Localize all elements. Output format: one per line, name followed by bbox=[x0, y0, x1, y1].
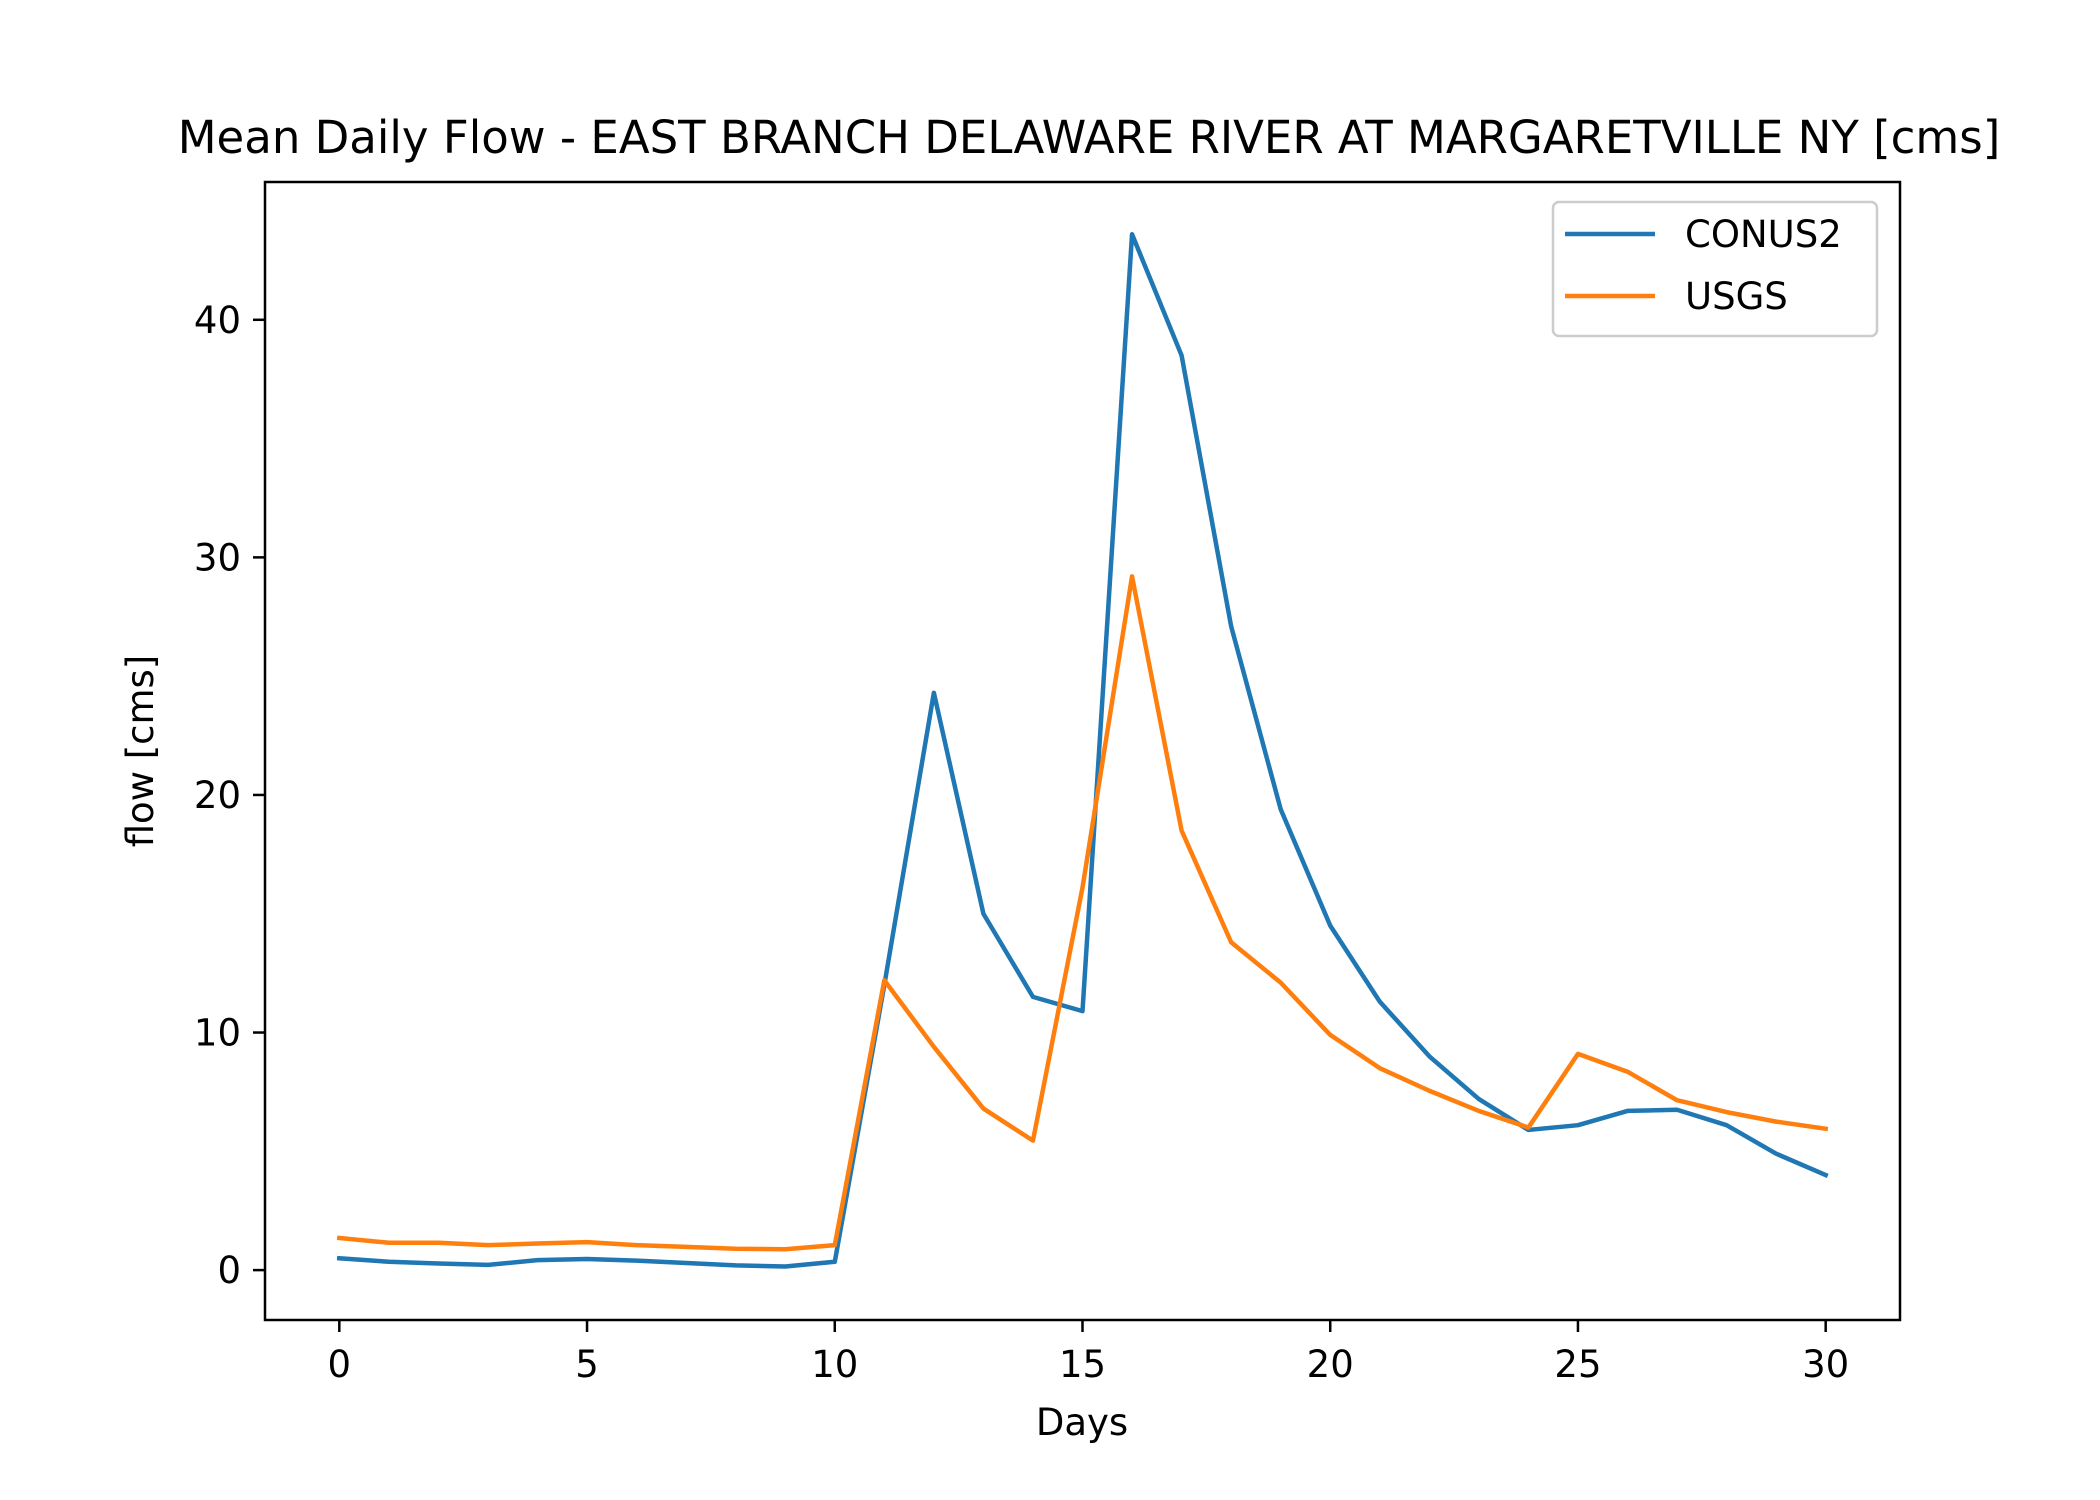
x-axis: 0 5 10 15 20 25 30 bbox=[328, 1320, 1849, 1386]
series-layer bbox=[336, 232, 1829, 1269]
x-tick-label: 30 bbox=[1802, 1343, 1849, 1386]
x-axis-label: Days bbox=[1036, 1401, 1128, 1444]
x-tick-label: 25 bbox=[1554, 1343, 1601, 1386]
y-tick-label: 0 bbox=[217, 1249, 241, 1292]
chart-title: Mean Daily Flow - EAST BRANCH DELAWARE R… bbox=[178, 111, 2001, 164]
x-tick-label: 5 bbox=[575, 1343, 599, 1386]
y-axis-label: flow [cms] bbox=[119, 655, 162, 848]
x-tick-label: 10 bbox=[811, 1343, 858, 1386]
y-tick-label: 40 bbox=[194, 299, 241, 342]
y-tick-label: 10 bbox=[194, 1012, 241, 1055]
series-line-conus2 bbox=[336, 232, 1829, 1269]
y-axis: 0 10 20 30 40 bbox=[194, 299, 265, 1292]
y-tick-label: 20 bbox=[194, 774, 241, 817]
x-tick-label: 20 bbox=[1307, 1343, 1354, 1386]
legend: CONUS2 USGS bbox=[1551, 200, 1879, 338]
legend-label-usgs: USGS bbox=[1685, 275, 1788, 318]
y-tick-label: 30 bbox=[194, 536, 241, 579]
plot-area bbox=[263, 180, 1902, 1322]
x-tick-label: 0 bbox=[328, 1343, 352, 1386]
legend-label-conus2: CONUS2 bbox=[1685, 213, 1842, 256]
plot-background bbox=[265, 182, 1900, 1320]
series-line-usgs bbox=[336, 574, 1829, 1252]
x-tick-label: 15 bbox=[1059, 1343, 1106, 1386]
